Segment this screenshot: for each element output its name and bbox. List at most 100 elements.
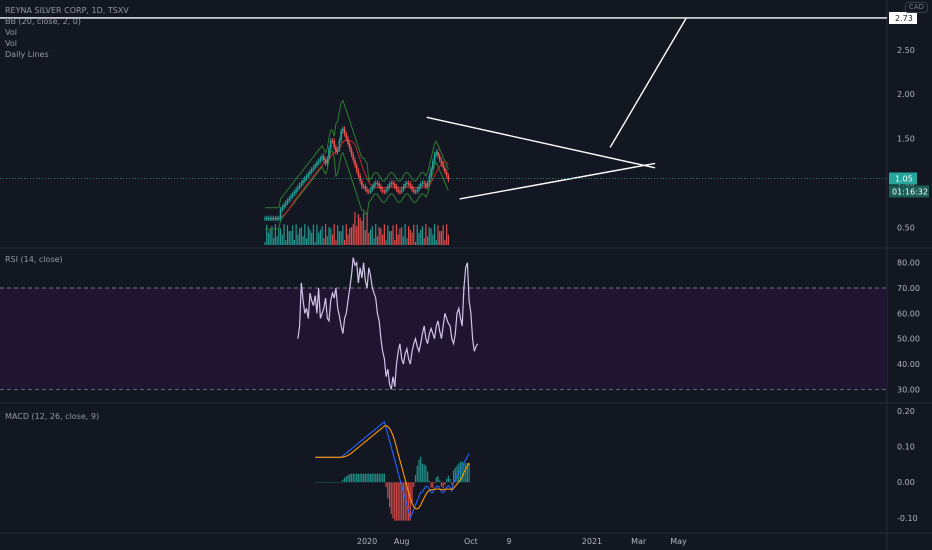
volume-bar (283, 224, 285, 245)
volume-bar (446, 224, 448, 245)
candle-body (355, 165, 358, 171)
target-price-label: 2.73 (895, 14, 913, 23)
macd-histogram-bar (428, 480, 430, 483)
volume-bar (361, 220, 363, 245)
volume-bar (397, 234, 399, 245)
price-tick-label: 1.50 (897, 135, 915, 144)
volume-bar (394, 240, 396, 245)
volume-bar (433, 224, 436, 245)
volume-bar (418, 232, 420, 245)
target-price-badge[interactable] (889, 11, 917, 24)
volume-bar (323, 238, 325, 245)
candle-body (265, 218, 268, 220)
candle-body (407, 182, 410, 184)
volume-bar (309, 229, 311, 245)
candle-body (383, 191, 386, 193)
candle-body (331, 140, 334, 142)
rsi-tick-label: 50.00 (897, 335, 920, 344)
macd-histogram-bar (433, 482, 436, 484)
macd-histogram-bar (387, 482, 389, 499)
volume-bar (319, 229, 321, 245)
currency-badge[interactable]: CAD (904, 2, 928, 13)
candle-body (444, 167, 446, 172)
legend-daily-lines[interactable]: Daily Lines (5, 50, 49, 59)
candle-body (426, 182, 429, 187)
volume-bar (440, 231, 443, 245)
macd-label[interactable]: MACD (12, 26, close, 9) (5, 412, 100, 421)
macd-histogram-bar (328, 482, 330, 483)
volume-bar (376, 236, 379, 245)
volume-bar (369, 229, 372, 245)
candle-body (402, 186, 405, 190)
macd-histogram-bar (390, 482, 392, 514)
macd-pane[interactable] (314, 420, 470, 521)
macd-histogram-bar (423, 464, 425, 483)
macd-histogram-bar (318, 482, 320, 483)
macd-histogram-bar (407, 482, 410, 521)
volume-bar (333, 224, 335, 245)
volume-bar (299, 228, 301, 245)
rsi-line[interactable] (297, 257, 479, 390)
volume-bar (388, 231, 391, 245)
legend-symbol[interactable]: REYNA SILVER CORP, 1D, TSXV (5, 6, 129, 15)
rsi-pane[interactable] (0, 257, 887, 390)
candle-body (412, 189, 415, 192)
macd-histogram-bar (363, 473, 365, 483)
price-pane[interactable] (0, 17, 887, 245)
macd-histogram-bar (337, 482, 339, 483)
candle-body (293, 191, 296, 195)
macd-histogram-bar (435, 477, 437, 483)
volume-bar (278, 227, 280, 245)
candle-body (279, 209, 282, 219)
volume-bar (342, 225, 344, 245)
macd-histogram-bar (416, 465, 418, 483)
volume-bar (432, 234, 434, 245)
candle-body (361, 181, 363, 187)
macd-histogram-bar (357, 473, 360, 483)
rsi-label[interactable]: RSI (14, close) (5, 255, 63, 264)
macd-histogram-bar (368, 473, 370, 483)
candle-body (305, 176, 308, 179)
trend-line-2[interactable] (459, 162, 656, 200)
volume-bar (337, 225, 339, 245)
legend-vol-1[interactable]: Vol (5, 28, 17, 37)
volume-bar (420, 229, 422, 245)
volume-bar (340, 231, 342, 245)
trend-line-1[interactable] (426, 116, 656, 169)
volume-bar (300, 227, 302, 245)
trend-line-3[interactable] (609, 17, 687, 148)
last-price-badge[interactable] (889, 172, 917, 185)
volume-bar (292, 225, 294, 245)
candle-body (300, 182, 303, 186)
candle-body (411, 186, 413, 190)
volume-bar (409, 229, 411, 245)
volume-bar (305, 238, 308, 245)
volume-bar (402, 236, 404, 245)
macd-histogram-bar (349, 474, 351, 483)
candle-body (284, 202, 287, 206)
macd-histogram-bar (314, 482, 316, 483)
volume-bar (307, 226, 309, 245)
candle-body (432, 161, 434, 169)
candle-body (333, 140, 335, 148)
macd-histogram-bar (402, 482, 404, 521)
candle-body (357, 170, 360, 176)
volume-bar (338, 231, 340, 245)
candle-body (276, 218, 278, 220)
volume-bar (414, 241, 417, 245)
volume-bar (311, 232, 313, 245)
volume-bar (267, 232, 270, 245)
candle-body (297, 187, 299, 190)
macd-histogram-bar (465, 463, 467, 483)
candle-body (352, 154, 355, 160)
macd-histogram-bar (439, 480, 441, 483)
legend-vol-2[interactable]: Vol (5, 39, 17, 48)
legend-bb[interactable]: BB (20, close, 2, 0) (5, 17, 81, 26)
candle-body (378, 183, 380, 187)
volume-bar (297, 234, 299, 245)
macd-histogram-bar (369, 473, 372, 483)
volume-bar (439, 231, 441, 245)
signal-line[interactable] (315, 425, 470, 510)
